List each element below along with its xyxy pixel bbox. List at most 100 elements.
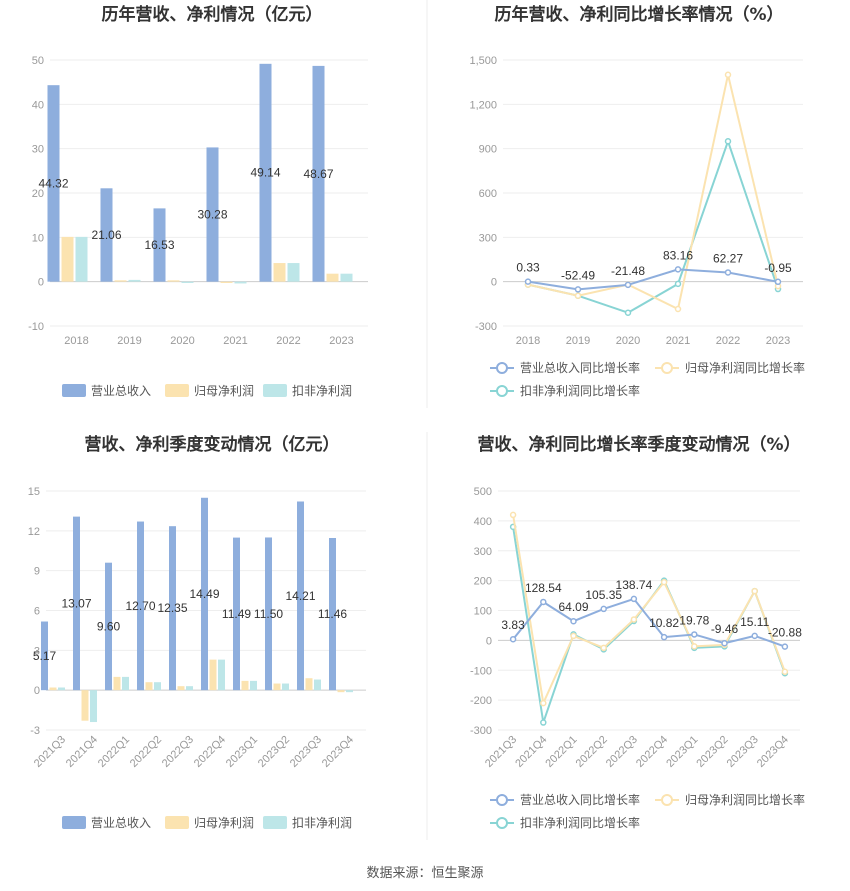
bar-revenue [169,526,176,691]
y-tick-label: -300 [475,321,497,333]
data-point [660,578,668,586]
data-label: 15.11 [740,615,769,629]
data-label: 10.82 [649,616,679,630]
bar-deducted-profit [282,683,289,691]
y-tick-label: 20 [32,188,44,200]
bar-deducted-profit [314,679,321,691]
data-label: 49.14 [250,166,280,180]
data-label: 11.49 [222,607,251,621]
data-label: -0.95 [764,261,792,275]
bar-parent-profit [49,687,57,691]
bar-deducted-profit [128,279,141,282]
annual-growth-rate-chart: 历年营收、净利同比增长率情况（%） -300 0 300 600 900 1,200 1,50… [469,4,805,398]
chart-title: 营收、净利同比增长率季度变动情况（%） [477,434,800,455]
x-tick-label: 2022Q1 [543,734,579,770]
x-tick-label: 2022 [276,335,300,347]
data-point [630,595,638,603]
data-point [624,309,632,316]
data-label: 9.60 [97,619,121,633]
x-tick-label: 2023Q1 [224,734,260,770]
x-tick-label: 2023Q2 [694,734,730,770]
bar-deducted-profit [287,263,300,282]
bar-deducted-profit [58,687,65,691]
x-tick-label: 2020 [616,335,640,347]
data-label: 44.32 [38,176,68,190]
bar-parent-profit [177,686,185,691]
data-point [724,71,732,79]
x-tick-label: 2021Q4 [64,734,100,770]
data-label: 3.83 [501,618,525,632]
data-point [540,699,547,707]
bar-revenue [73,516,80,691]
y-tick-label: 100 [474,606,492,618]
data-point [509,511,517,519]
bar-parent-profit [337,690,345,693]
data-label: -21.48 [611,264,645,278]
y-tick-label: 500 [474,486,492,498]
x-tick-label: 2021 [666,335,690,347]
series-line [527,268,779,291]
legend-label: 归母净利润同比增长率 [685,360,805,375]
bar-deducted-profit [186,686,193,691]
data-label: 21.06 [91,228,121,242]
legend-marker [496,385,508,397]
legend-swatch [263,384,287,397]
x-tick-label: 2022Q4 [634,734,670,770]
data-label: -52.49 [561,268,595,282]
bar-deducted-profit [90,690,97,723]
data-point [630,616,638,623]
y-tick-label: -300 [470,725,492,737]
data-point [724,269,732,276]
legend-swatch [165,384,189,397]
data-label: 12.70 [125,599,155,613]
annual-revenue-profit-chart: 历年营收、净利情况（亿元） -10 0 10 20 30 40 50 2018 2019 2020 2… [28,4,368,398]
data-point [509,635,517,643]
x-tick-label: 2019 [566,335,590,347]
bar-deducted-profit [346,690,353,693]
legend-label: 归母净利润 [194,816,254,830]
data-label: 128.54 [525,581,562,595]
bar-parent-profit [305,678,313,691]
x-tick-label: 2021 [223,335,247,347]
x-tick-label: 2023 [329,335,353,347]
legend-label: 扣非净利润 [292,384,352,398]
legend-label: 营业总收入同比增长率 [520,360,640,375]
legend-swatch [62,816,86,829]
data-label: 64.09 [558,600,588,614]
legend-marker [496,794,508,806]
bar-deducted-profit [154,682,161,691]
y-tick-label: -100 [470,665,492,677]
y-tick-label: 200 [474,576,492,588]
legend-label: 扣非净利润同比增长率 [520,815,640,830]
bar-parent-profit [209,659,217,691]
series-line [527,74,779,311]
bar-revenue [312,65,325,282]
y-tick-label: 300 [474,546,492,558]
legend-marker [661,794,673,806]
data-label: 16.53 [144,238,174,252]
y-tick-label: 900 [479,144,497,156]
data-point [691,631,698,638]
data-label: 11.50 [254,607,283,621]
y-tick-label: 15 [28,486,40,498]
legend-label: 归母净利润 [194,384,254,398]
data-point [570,632,577,640]
legend-label: 营业总收入同比增长率 [520,792,640,807]
data-point [751,632,758,640]
data-label: 0.33 [516,261,540,275]
data-point [574,292,582,299]
x-tick-label: 2021Q4 [513,734,549,770]
x-tick-label: 2022Q3 [604,734,640,770]
y-tick-label: 9 [34,566,40,578]
data-source-note: 数据来源：恒生聚源 [366,865,484,880]
y-tick-label: 40 [32,99,44,111]
y-tick-label: 1,500 [469,55,497,67]
bar-revenue [259,63,272,282]
data-label: 14.21 [285,589,315,603]
bar-parent-profit [167,280,180,282]
legend-label: 营业总收入 [91,816,151,830]
legend-label: 营业总收入 [91,384,151,398]
y-tick-label: 3 [34,645,40,657]
data-point [724,138,732,145]
legend-label: 扣非净利润同比增长率 [520,383,640,398]
